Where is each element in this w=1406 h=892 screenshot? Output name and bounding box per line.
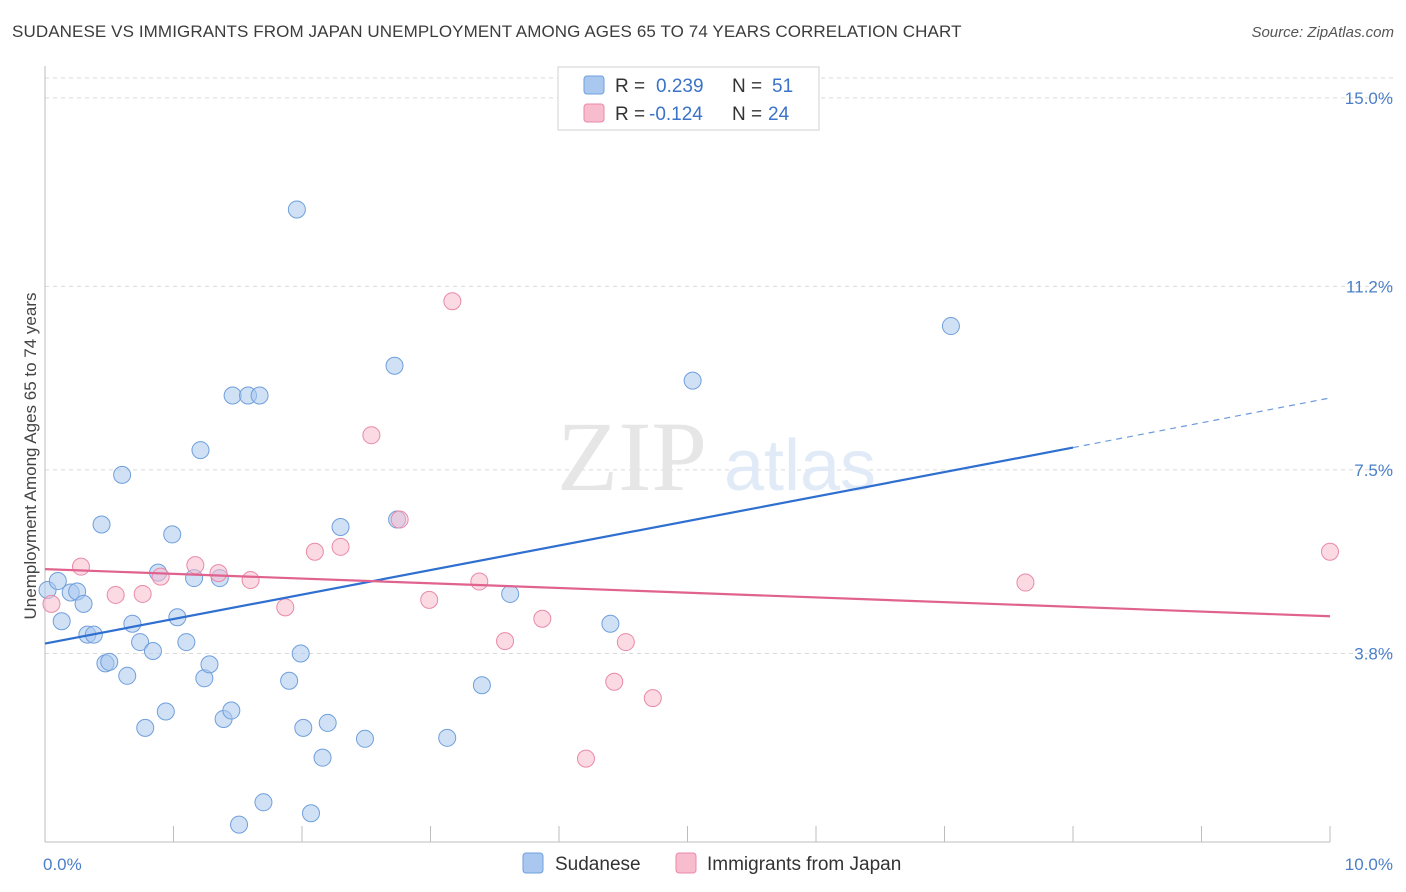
japan-point: [390, 510, 409, 529]
axes: [44, 66, 1331, 843]
sudanese-point: [301, 804, 320, 823]
japan-point: [305, 542, 324, 561]
legend-n-value: 24: [768, 104, 790, 125]
sudanese-point: [143, 642, 162, 660]
sudanese-point: [331, 517, 350, 536]
sudanese-point: [118, 666, 137, 685]
trend-lines: [44, 397, 1331, 645]
sudanese-point: [250, 386, 269, 405]
sudanese-point: [941, 317, 960, 336]
japan-point: [331, 537, 350, 556]
sudanese-points: [38, 200, 960, 834]
legend-label-japan: Immigrants from Japan: [707, 854, 901, 875]
tick-labels: 3.8% 7.5% 11.2% 15.0% 0.0% 10.0%: [43, 89, 1393, 874]
chart-source: Source: ZipAtlas.com: [1251, 24, 1394, 41]
sudanese-point: [191, 441, 210, 460]
chart-title: SUDANESE VS IMMIGRANTS FROM JAPAN UNEMPL…: [12, 22, 962, 41]
japan-point: [1321, 542, 1339, 561]
legend-r-value: -0.124: [649, 104, 703, 125]
sudanese-point: [52, 612, 71, 631]
sudanese-trend-extension: [1072, 397, 1331, 449]
legend-swatch-sudanese: [522, 852, 544, 874]
legend-swatch-japan: [675, 852, 697, 874]
sudanese-point: [318, 713, 337, 732]
legend-swatch-sudanese: [583, 75, 605, 95]
correlation-legend: R = 0.239 N = 51 R = -0.124 N = 24: [557, 66, 820, 131]
sudanese-point: [683, 371, 702, 390]
watermark-zip: ZIP: [557, 401, 707, 512]
japan-point: [616, 633, 635, 652]
sudanese-point: [438, 728, 457, 747]
sudanese-point: [601, 614, 620, 633]
japan-point: [605, 672, 624, 691]
sudanese-point: [223, 386, 242, 405]
y-axis-label: Unemployment Among Ages 65 to 74 years: [21, 293, 40, 620]
japan-point: [241, 571, 260, 590]
japan-point: [133, 584, 152, 603]
sudanese-point: [291, 644, 310, 663]
legend-swatch-japan: [583, 103, 605, 123]
x-tick-label: 10.0%: [1345, 855, 1393, 874]
japan-point: [420, 590, 439, 609]
sudanese-point: [313, 748, 332, 767]
sudanese-point: [280, 671, 299, 690]
japan-point: [276, 598, 295, 617]
japan-point: [186, 556, 205, 575]
sudanese-point: [200, 655, 219, 674]
japan-point: [106, 585, 125, 604]
sudanese-point: [163, 525, 182, 544]
sudanese-point: [294, 718, 313, 737]
sudanese-point: [501, 584, 520, 603]
legend-r-label: R =: [615, 104, 645, 125]
grid-lines: [45, 77, 1395, 654]
y-tick-label: 7.5%: [1354, 461, 1393, 480]
japan-point: [470, 572, 489, 591]
japan-point: [496, 632, 515, 651]
japan-point: [533, 609, 552, 628]
japan-point: [443, 292, 462, 311]
legend-r-value: 0.239: [656, 76, 704, 97]
legend-n-label: N =: [732, 76, 762, 97]
sudanese-point: [287, 200, 306, 219]
sudanese-point: [123, 614, 142, 633]
legend-r-label: R =: [615, 76, 645, 97]
sudanese-point: [177, 633, 196, 652]
sudanese-point: [131, 633, 150, 652]
sudanese-point: [92, 515, 111, 534]
japan-point: [151, 567, 170, 586]
japan-point: [1016, 573, 1035, 592]
watermark-atlas: atlas: [724, 426, 876, 506]
sudanese-point: [355, 729, 374, 748]
sudanese-point: [113, 465, 132, 484]
japan-point: [209, 564, 228, 583]
legend-n-value: 51: [772, 76, 793, 97]
sudanese-point: [385, 356, 404, 375]
y-tick-label: 11.2%: [1346, 277, 1393, 296]
japan-point: [643, 689, 662, 708]
series-legend: Sudanese Immigrants from Japan: [522, 852, 901, 875]
y-tick-label: 3.8%: [1354, 644, 1393, 663]
sudanese-point: [48, 572, 67, 591]
japan-trend-line: [44, 568, 1331, 618]
sudanese-point: [136, 718, 155, 737]
sudanese-point: [222, 701, 241, 720]
sudanese-point: [230, 815, 249, 834]
japan-point: [71, 557, 90, 576]
japan-point: [42, 594, 61, 613]
legend-n-label: N =: [732, 104, 762, 125]
sudanese-point: [472, 676, 491, 695]
japan-point: [576, 749, 595, 768]
japan-points: [42, 292, 1339, 768]
y-tick-label: 15.0%: [1345, 89, 1393, 108]
x-tick-label: 0.0%: [43, 855, 82, 874]
sudanese-point: [156, 702, 175, 721]
sudanese-point: [74, 594, 93, 613]
sudanese-trend-line: [44, 446, 1074, 645]
japan-point: [362, 426, 381, 445]
sudanese-point: [100, 652, 119, 671]
sudanese-point: [254, 793, 273, 812]
legend-label-sudanese: Sudanese: [555, 854, 641, 875]
